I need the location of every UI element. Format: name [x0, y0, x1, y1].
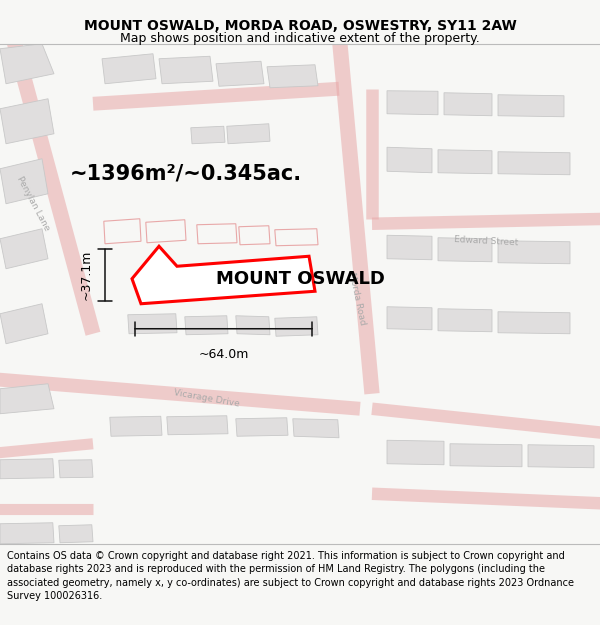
Polygon shape: [0, 99, 54, 144]
Polygon shape: [528, 445, 594, 468]
Text: Morda Road: Morda Road: [347, 272, 367, 326]
Polygon shape: [0, 522, 54, 544]
Polygon shape: [387, 91, 438, 115]
Text: Edward Street: Edward Street: [454, 235, 518, 248]
Polygon shape: [191, 126, 225, 144]
Text: Penylan Lane: Penylan Lane: [15, 175, 51, 232]
Text: ~37.1m: ~37.1m: [80, 250, 93, 300]
Polygon shape: [387, 235, 432, 260]
Polygon shape: [128, 314, 177, 334]
Polygon shape: [387, 440, 444, 465]
Polygon shape: [293, 419, 339, 437]
Polygon shape: [167, 416, 228, 435]
Polygon shape: [0, 159, 48, 204]
Polygon shape: [0, 229, 48, 269]
Polygon shape: [438, 238, 492, 262]
Text: ~1396m²/~0.345ac.: ~1396m²/~0.345ac.: [70, 164, 302, 184]
Polygon shape: [387, 148, 432, 173]
Polygon shape: [267, 65, 318, 88]
Polygon shape: [227, 124, 270, 144]
Polygon shape: [438, 309, 492, 332]
Polygon shape: [0, 44, 54, 84]
Polygon shape: [159, 56, 213, 84]
Polygon shape: [236, 418, 288, 436]
Polygon shape: [498, 312, 570, 334]
Polygon shape: [132, 246, 315, 304]
Polygon shape: [438, 150, 492, 174]
Polygon shape: [444, 92, 492, 116]
Polygon shape: [59, 460, 93, 478]
Polygon shape: [275, 317, 318, 336]
Text: Vicarage Drive: Vicarage Drive: [173, 389, 241, 409]
Text: Contains OS data © Crown copyright and database right 2021. This information is : Contains OS data © Crown copyright and d…: [7, 551, 574, 601]
Polygon shape: [0, 384, 54, 414]
Polygon shape: [102, 54, 156, 84]
Polygon shape: [236, 316, 270, 335]
Text: MOUNT OSWALD: MOUNT OSWALD: [215, 270, 385, 288]
Polygon shape: [185, 316, 228, 335]
Polygon shape: [0, 459, 54, 479]
Polygon shape: [59, 525, 93, 542]
Text: Map shows position and indicative extent of the property.: Map shows position and indicative extent…: [120, 32, 480, 45]
Polygon shape: [110, 416, 162, 436]
Polygon shape: [498, 95, 564, 117]
Polygon shape: [216, 61, 264, 86]
Text: MOUNT OSWALD, MORDA ROAD, OSWESTRY, SY11 2AW: MOUNT OSWALD, MORDA ROAD, OSWESTRY, SY11…: [83, 19, 517, 33]
Polygon shape: [498, 152, 570, 175]
Text: ~64.0m: ~64.0m: [199, 348, 248, 361]
Polygon shape: [387, 307, 432, 330]
Polygon shape: [498, 241, 570, 264]
Polygon shape: [0, 304, 48, 344]
Polygon shape: [450, 444, 522, 467]
